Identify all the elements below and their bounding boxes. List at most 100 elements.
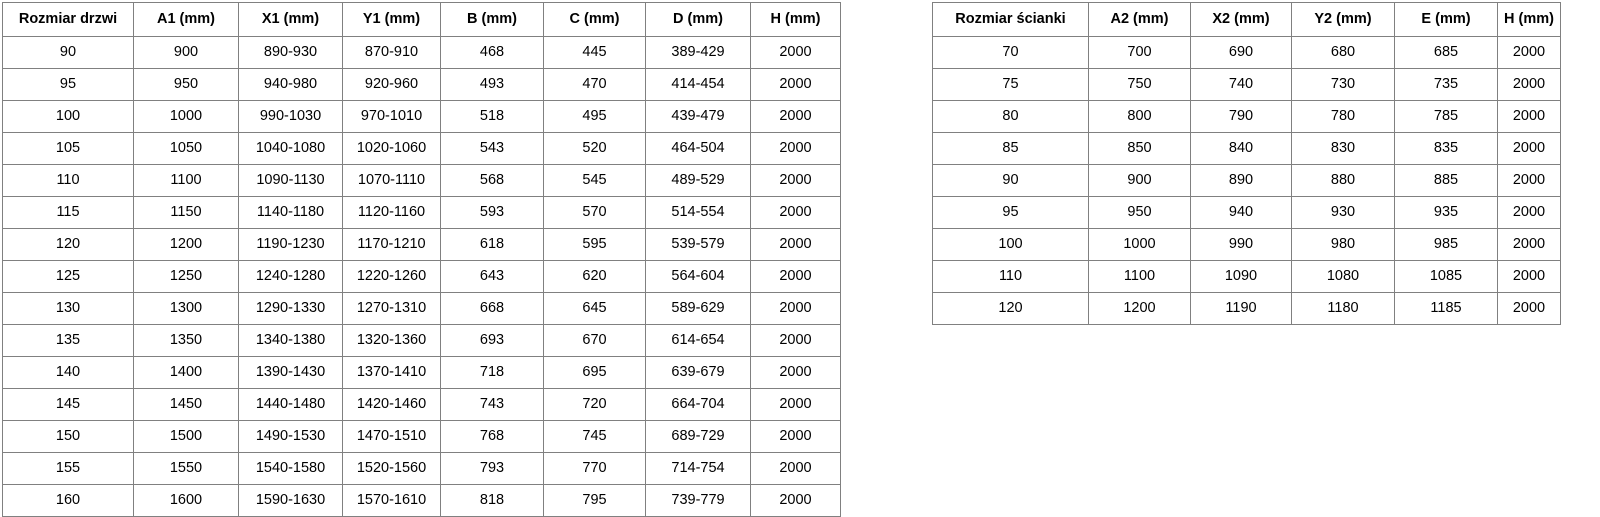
table-cell: 1220-1260 (342, 260, 441, 293)
table-row: 80 800 790 780 785 2000 (932, 100, 1561, 133)
wall-table-header: Rozmiar ścianki A2 (mm) X2 (mm) Y2 (mm) E (m… (932, 2, 1561, 37)
table-cell: 489-529 (645, 164, 751, 197)
table-cell: 2000 (750, 260, 841, 293)
table-cell: 695 (543, 356, 646, 389)
table-cell: 840 (1190, 132, 1292, 165)
table-cell: 1190-1230 (238, 228, 343, 261)
column-header: A2 (mm) (1088, 2, 1191, 37)
table-cell: 1240-1280 (238, 260, 343, 293)
table-cell: 2000 (750, 292, 841, 325)
column-header: C (mm) (543, 2, 646, 37)
table-cell: 618 (440, 228, 544, 261)
door-size-table: Rozmiar drzwi A1 (mm) X1 (mm) Y1 (mm) B (mm)… (2, 2, 841, 517)
table-cell: 645 (543, 292, 646, 325)
table-cell: 1070-1110 (342, 164, 441, 197)
table-cell: 1200 (1088, 292, 1191, 325)
table-cell: 1520-1560 (342, 452, 441, 485)
table-cell: 664-704 (645, 388, 751, 421)
column-header: Rozmiar drzwi (2, 2, 134, 37)
row-label-cell: 90 (932, 164, 1089, 197)
table-cell: 1370-1410 (342, 356, 441, 389)
table-cell: 620 (543, 260, 646, 293)
table-row: 150 1500 1490-1530 1470-1510 768 745 689-729 20… (2, 420, 841, 453)
table-cell: 2000 (1497, 196, 1561, 229)
row-label-cell: 75 (932, 68, 1089, 101)
table-cell: 739-779 (645, 484, 751, 517)
table-row: 85 850 840 830 835 2000 (932, 132, 1561, 165)
table-cell: 564-604 (645, 260, 751, 293)
table-cell: 2000 (1497, 68, 1561, 101)
table-row: 90 900 890-930 870-910 468 445 389-429 2000 (2, 36, 841, 69)
table-cell: 1050 (133, 132, 239, 165)
table-cell: 793 (440, 452, 544, 485)
table-cell: 730 (1291, 68, 1395, 101)
table-cell: 389-429 (645, 36, 751, 69)
table-row: 95 950 940 930 935 2000 (932, 196, 1561, 229)
table-cell: 1550 (133, 452, 239, 485)
row-label-cell: 130 (2, 292, 134, 325)
table-cell: 593 (440, 196, 544, 229)
row-label-cell: 115 (2, 196, 134, 229)
row-label-cell: 135 (2, 324, 134, 357)
column-header: X2 (mm) (1190, 2, 1292, 37)
column-header: H (mm) (1497, 2, 1561, 37)
column-header: A1 (mm) (133, 2, 239, 37)
table-cell: 2000 (750, 452, 841, 485)
table-cell: 1590-1630 (238, 484, 343, 517)
table-cell: 700 (1088, 36, 1191, 69)
table-row: 145 1450 1440-1480 1420-1460 743 720 664-704 20… (2, 388, 841, 421)
table-row: 110 1100 1090 1080 1085 2000 (932, 260, 1561, 293)
table-cell: 790 (1190, 100, 1292, 133)
table-cell: 718 (440, 356, 544, 389)
table-cell: 595 (543, 228, 646, 261)
table-cell: 668 (440, 292, 544, 325)
table-cell: 1090-1130 (238, 164, 343, 197)
table-cell: 1090 (1190, 260, 1292, 293)
column-header: Y2 (mm) (1291, 2, 1395, 37)
table-cell: 1020-1060 (342, 132, 441, 165)
table-cell: 1350 (133, 324, 239, 357)
row-label-cell: 100 (932, 228, 1089, 261)
table-cell: 445 (543, 36, 646, 69)
table-cell: 2000 (750, 388, 841, 421)
table-row: 70 700 690 680 685 2000 (932, 36, 1561, 69)
table-cell: 2000 (750, 100, 841, 133)
row-label-cell: 125 (2, 260, 134, 293)
table-cell: 1000 (133, 100, 239, 133)
row-label-cell: 140 (2, 356, 134, 389)
table-cell: 780 (1291, 100, 1395, 133)
row-label-cell: 110 (2, 164, 134, 197)
table-row: 115 1150 1140-1180 1120-1160 593 570 514-554 20… (2, 196, 841, 229)
table-cell: 1190 (1190, 292, 1292, 325)
column-header: Rozmiar ścianki (932, 2, 1089, 37)
table-cell: 2000 (1497, 260, 1561, 293)
table-row: 160 1600 1590-1630 1570-1610 818 795 739-779 20… (2, 484, 841, 517)
table-row: 140 1400 1390-1430 1370-1410 718 695 639-679 20… (2, 356, 841, 389)
table-cell: 2000 (1497, 36, 1561, 69)
table-cell: 2000 (1497, 100, 1561, 133)
table-cell: 520 (543, 132, 646, 165)
table-cell: 543 (440, 132, 544, 165)
table-header-row: Rozmiar drzwi A1 (mm) X1 (mm) Y1 (mm) B (mm)… (2, 2, 841, 37)
table-row: 90 900 890 880 885 2000 (932, 164, 1561, 197)
table-row: 120 1200 1190 1180 1185 2000 (932, 292, 1561, 325)
column-header: E (mm) (1394, 2, 1498, 37)
table-cell: 1320-1360 (342, 324, 441, 357)
table-cell: 2000 (750, 164, 841, 197)
table-row: 110 1100 1090-1130 1070-1110 568 545 489-529 20… (2, 164, 841, 197)
table-cell: 539-579 (645, 228, 751, 261)
table-cell: 1120-1160 (342, 196, 441, 229)
table-cell: 685 (1394, 36, 1498, 69)
table-cell: 980 (1291, 228, 1395, 261)
table-cell: 414-454 (645, 68, 751, 101)
table-cell: 1185 (1394, 292, 1498, 325)
table-cell: 2000 (750, 420, 841, 453)
table-cell: 1340-1380 (238, 324, 343, 357)
table-cell: 570 (543, 196, 646, 229)
table-cell: 1390-1430 (238, 356, 343, 389)
table-cell: 1290-1330 (238, 292, 343, 325)
door-table-body: 90 900 890-930 870-910 468 445 389-429 2000 95 95… (2, 36, 841, 517)
table-cell: 745 (543, 420, 646, 453)
table-cell: 464-504 (645, 132, 751, 165)
